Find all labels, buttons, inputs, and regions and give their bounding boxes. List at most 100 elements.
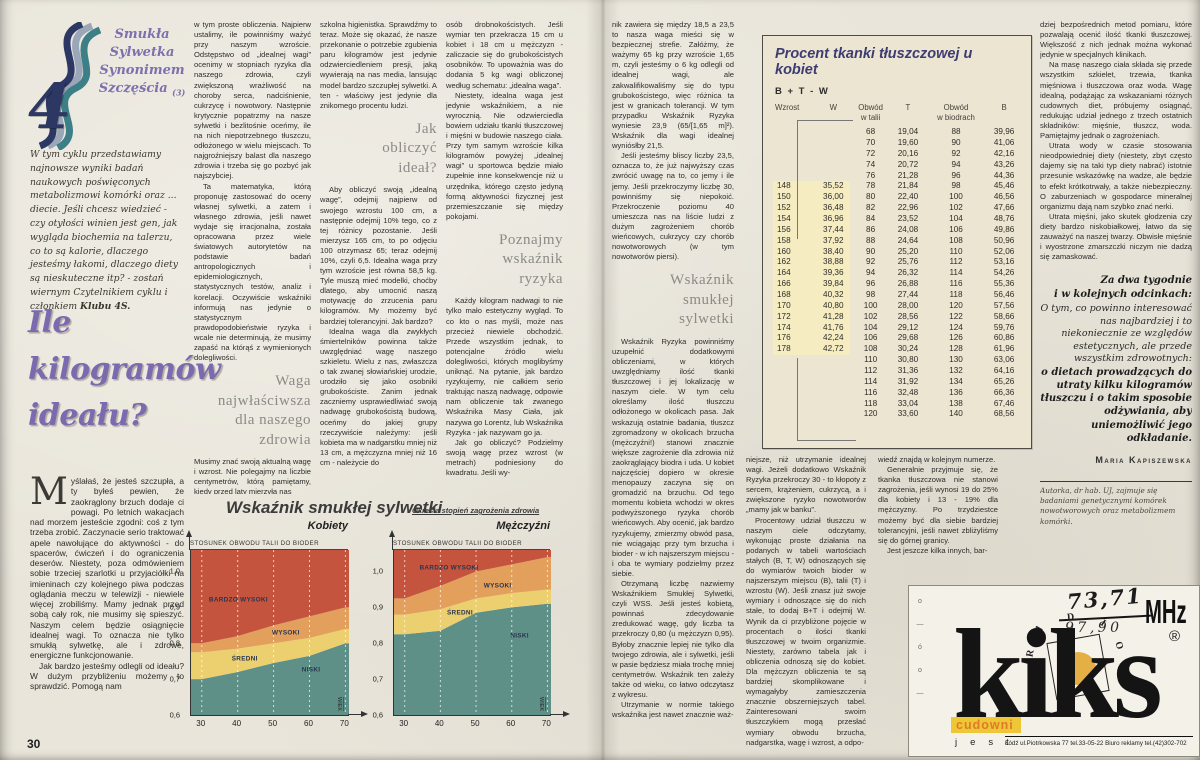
paragraph: wiedź znajdą w kolejnym numerze. (878, 455, 996, 464)
table-cell: 152 (773, 202, 817, 214)
table-cell: 158 (773, 235, 817, 246)
table-cell: 156 (773, 224, 817, 236)
x-tick: 70 (541, 719, 551, 728)
table-cell: 57,56 (993, 300, 1015, 310)
table-cell: 148 (773, 180, 817, 192)
paragraph: osób drobnokościstych. Jeśli wymiar ten … (446, 20, 563, 90)
y-tick: 0,6 (169, 710, 180, 720)
table-cell: 174 (773, 321, 817, 333)
table-bracket-bottom (797, 358, 856, 441)
frequency-secondary: 97,90 (1065, 620, 1123, 636)
table-cell: 74 (866, 159, 876, 169)
table-formula: B + T - W (775, 86, 830, 97)
drop-cap: M (30, 476, 68, 513)
y-tick: 0,9 (169, 602, 180, 612)
table-cell: 36,96 (816, 213, 851, 225)
table-cell: 68 (866, 127, 876, 137)
y-tick: 0,7 (372, 674, 383, 684)
table-cell: 136 (949, 387, 963, 397)
paragraph: Utrata wody w czasie stosowania nieodpow… (1040, 141, 1192, 211)
x-axis-line (348, 714, 361, 715)
table-header: Wzrost W Obwód w talii T Obwód w biodrac… (773, 103, 1021, 126)
zone-label: ŚREDNI (446, 609, 473, 617)
table-row: 166 39,84 96 26,88 116 55,36 (773, 278, 1021, 290)
table-row: 170 40,80 100 28,00 120 57,56 (773, 300, 1021, 312)
table-cell: 42,16 (993, 148, 1015, 158)
table-cell: 118 (864, 398, 878, 408)
table-cell: 29,12 (897, 322, 919, 332)
table-row: 70 19,60 90 41,06 (773, 137, 1021, 148)
subheading-wskaznik-sylwetki: Wskaźnik smukłej sylwetki (670, 272, 734, 328)
table-cell: 160 (773, 245, 817, 257)
table-cell: 49,86 (993, 224, 1015, 234)
table-row: 120 33,60 140 68,56 (773, 409, 1021, 420)
x-axis-ticks-women: 30 40 50 60 70 (190, 719, 349, 731)
series-title: Smukła Sylwetka Synonimem Szczęścia (3) (98, 26, 186, 98)
table-cell: 26,88 (897, 279, 919, 289)
radio-logo-sun-icon (1060, 652, 1096, 685)
table-cell: 36,48 (816, 202, 851, 214)
table-cell: 26,32 (897, 268, 919, 278)
subheading-poznajmy-wskaznik: Poznajmy wskaźnik ryzyka (499, 231, 563, 287)
table-cell: 48,76 (993, 213, 1015, 223)
table-cell: 150 (773, 191, 817, 203)
table-row: 176 42,24 106 29,68 126 60,86 (773, 332, 1021, 344)
paragraph: Na masę naszego ciała składa się przede … (1040, 60, 1192, 141)
table-cell: 176 (773, 332, 817, 344)
table-row: 112 31,36 132 64,16 (773, 365, 1021, 376)
table-cell: 46,56 (993, 192, 1015, 202)
x-tick: 30 (399, 719, 409, 728)
table-cell: 20,72 (897, 159, 919, 169)
fat-percentage-table-panel: Procent tkanki tłuszczowej u kobiet B + … (762, 35, 1032, 449)
table-cell: 53,16 (993, 257, 1015, 267)
table-cell: 50,96 (993, 235, 1015, 245)
table-cell: 44,36 (993, 170, 1015, 180)
subheading-jak-obliczyc: Jak obliczyć ideał? (382, 120, 437, 176)
table-row: 68 19,04 88 39,96 (773, 126, 1021, 137)
series-number: 4 (28, 70, 72, 143)
column-header: Obwód w biodrach (937, 103, 975, 122)
table-cell: 96 (951, 170, 961, 180)
table-row: 160 38,40 90 25,20 110 52,06 (773, 245, 1021, 257)
paragraph: Jak go obliczyć? Podzielmy swoją wagę pr… (446, 437, 563, 477)
y-tick: 1,0 (372, 566, 383, 576)
table-cell: 38,40 (816, 245, 851, 257)
table-row: 110 30,80 130 63,06 (773, 355, 1021, 366)
right-column-1: nik zawiera się między 18,5 a 23,5 to na… (612, 20, 734, 754)
table-cell: 30,80 (897, 355, 919, 365)
table-cell: 31,36 (897, 365, 919, 375)
table-cell: 178 (773, 343, 817, 355)
paragraph: Utrzymanie w normie takiego wskaźnika je… (612, 700, 734, 720)
y-tick: 0,8 (169, 638, 180, 648)
table-row: 178 42,72 108 30,24 128 61,96 (773, 343, 1021, 355)
next-issue-emphasis: o dietach prowadzących do utraty kilku k… (1040, 366, 1192, 444)
table-row: 72 20,16 92 42,16 (773, 148, 1021, 159)
chart-plot-men: BARDZO WYSOKI WYSOKI ŚREDNI NISKI WIEK (393, 550, 551, 716)
table-cell: 65,26 (993, 376, 1015, 386)
table-cell: 72 (866, 148, 876, 158)
table-cell: 116 (949, 279, 963, 289)
zone-label: WYSOKI (271, 629, 300, 636)
right-column-3: wiedź znajdą w kolejnym numerze. General… (878, 455, 998, 581)
y-tick: 0,6 (372, 710, 383, 720)
x-tick: 70 (339, 719, 349, 728)
table-cell: 120 (949, 300, 963, 310)
table-row: 154 36,96 84 23,52 104 48,76 (773, 213, 1021, 225)
paragraph: Jak bardzo jesteśmy odlegli od ideału? W… (30, 660, 184, 692)
paragraph: niejsze, niż utrzymanie idealnej wagi. J… (746, 455, 866, 515)
table-cell: 19,60 (897, 137, 919, 147)
table-cell: 104 (949, 213, 963, 223)
table-cell: 56,46 (993, 289, 1015, 299)
column-header: Obwód w talii (858, 103, 883, 122)
table-cell: 76 (866, 170, 876, 180)
registered-trademark-icon: ® (1169, 628, 1181, 645)
paragraph: nik zawiera się między 18,5 a 23,5 to na… (612, 20, 734, 151)
table-cell: 88 (951, 127, 961, 137)
table-cell: 64,16 (993, 365, 1015, 375)
table-cell: 20,16 (897, 148, 919, 158)
x-axis-arrow-icon (361, 711, 368, 717)
table-cell: 128 (949, 344, 963, 354)
paragraph: Jest jeszcze kilka innych, bar- (887, 545, 988, 555)
page-gutter (586, 0, 620, 760)
table-cell: 39,96 (993, 127, 1015, 137)
